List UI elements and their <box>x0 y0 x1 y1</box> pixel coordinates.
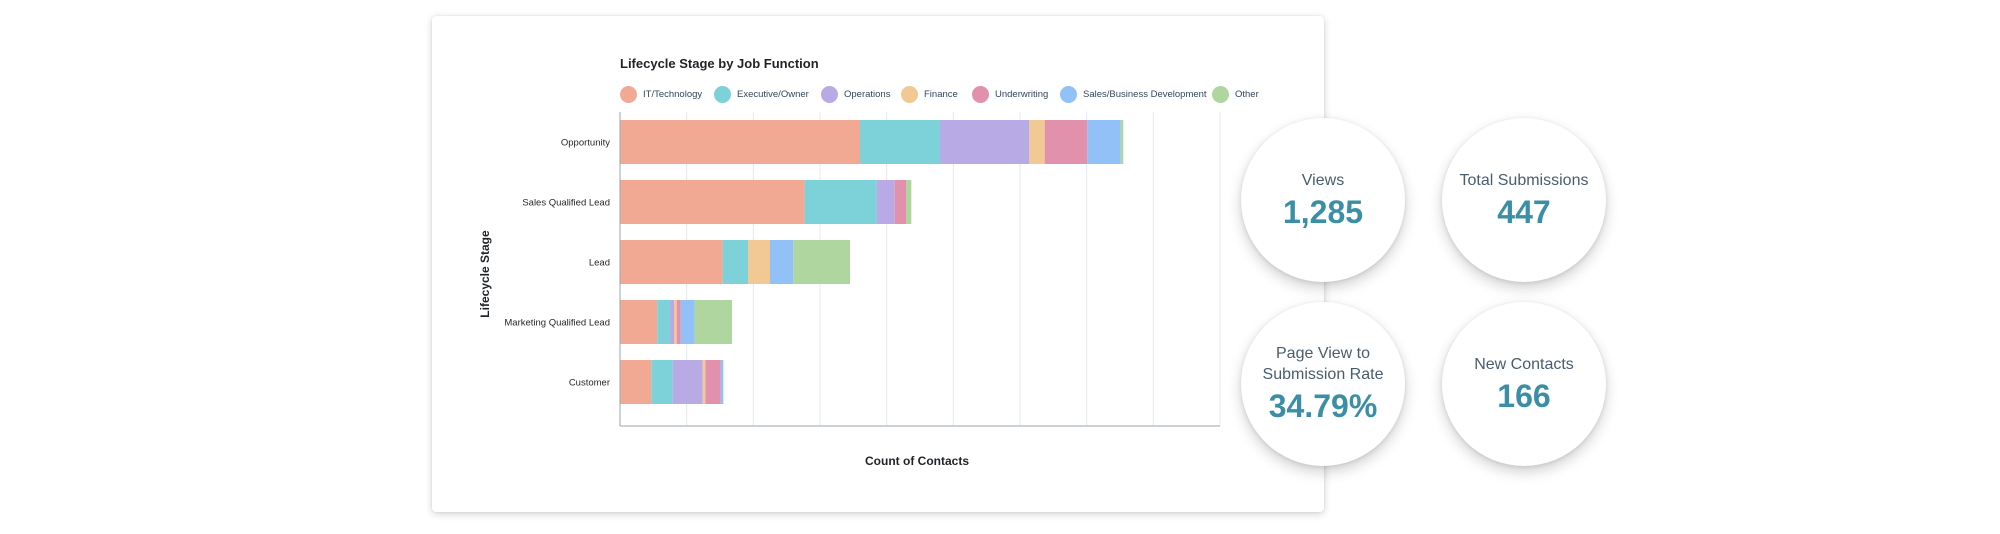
legend-item-sales-business-development[interactable]: Sales/Business Development <box>1060 84 1207 104</box>
chart-title: Lifecycle Stage by Job Function <box>620 56 819 71</box>
legend-swatch <box>901 85 918 103</box>
bar-segment[interactable] <box>694 300 732 344</box>
stat-value: 166 <box>1497 377 1551 414</box>
bar-segment[interactable] <box>1044 120 1088 164</box>
bar-segment[interactable] <box>620 120 860 164</box>
legend-label: Sales/Business Development <box>1083 88 1207 100</box>
bar-segment[interactable] <box>804 180 877 224</box>
bar-segment[interactable] <box>770 240 794 284</box>
bar-segment[interactable] <box>1087 120 1121 164</box>
bar-segment[interactable] <box>620 240 723 284</box>
legend-label: Operations <box>844 88 891 100</box>
bar-segment[interactable] <box>676 300 681 344</box>
bar-segment[interactable] <box>1029 120 1045 164</box>
legend-label: IT/Technology <box>643 88 703 100</box>
bar-segment[interactable] <box>940 120 1030 164</box>
report-card <box>432 16 1324 512</box>
bar-segment[interactable] <box>748 240 770 284</box>
legend-item-finance[interactable]: Finance <box>901 84 958 104</box>
legend-item-operations[interactable]: Operations <box>821 84 890 104</box>
bar-segment[interactable] <box>1120 120 1124 164</box>
x-axis-title: Count of Contacts <box>865 454 969 468</box>
legend-swatch <box>972 85 989 103</box>
bar-segment[interactable] <box>860 120 940 164</box>
legend-swatch <box>1212 85 1229 103</box>
legend-label: Underwriting <box>995 88 1049 100</box>
y-tick-label: Opportunity <box>561 138 610 149</box>
bar-segment[interactable] <box>620 180 805 224</box>
chart-legend: IT/Technology Executive/Owner Operations… <box>620 84 1340 104</box>
legend-label: Finance <box>924 88 958 100</box>
y-axis-title: Lifecycle Stage <box>478 230 492 318</box>
y-tick-label: Customer <box>569 378 610 389</box>
stat-value: 1,285 <box>1282 193 1364 230</box>
bar-segment[interactable] <box>894 180 906 224</box>
legend-item-other[interactable]: Other <box>1212 84 1259 104</box>
stat-views: Views 1,285 <box>1241 118 1405 282</box>
bar-segment[interactable] <box>720 360 724 404</box>
legend-item-it-technology[interactable]: IT/Technology <box>620 84 702 104</box>
legend-swatch <box>1060 85 1077 103</box>
bar-segment[interactable] <box>670 300 674 344</box>
bar-segment[interactable] <box>657 300 670 344</box>
stat-page-view-submission-rate: Page View to Submission Rate 34.79% <box>1241 302 1405 466</box>
legend-swatch <box>620 85 637 103</box>
stat-label: Page View to Submission Rate <box>1262 345 1384 383</box>
y-tick-label: Marketing Qualified Lead <box>504 318 610 329</box>
bar-segment[interactable] <box>876 180 895 224</box>
bar-segment[interactable] <box>620 360 652 404</box>
legend-swatch <box>714 85 731 103</box>
bar-segment[interactable] <box>702 360 706 404</box>
legend-item-underwriting[interactable]: Underwriting <box>972 84 1048 104</box>
legend-swatch <box>821 85 838 103</box>
legend-label: Executive/Owner <box>737 88 809 100</box>
bar-segment[interactable] <box>793 240 850 284</box>
stat-new-contacts: New Contacts 166 <box>1442 302 1606 466</box>
bar-segment[interactable] <box>705 360 721 404</box>
bar-segment[interactable] <box>672 360 703 404</box>
stat-label: Total Submissions <box>1459 171 1589 189</box>
stat-label: New Contacts <box>1474 355 1574 373</box>
y-tick-label: Sales Qualified Lead <box>522 198 610 209</box>
legend-label: Other <box>1235 88 1259 100</box>
stat-total-submissions: Total Submissions 447 <box>1442 118 1606 282</box>
legend-item-executive-owner[interactable]: Executive/Owner <box>714 84 809 104</box>
stat-value: 447 <box>1497 193 1551 230</box>
bar-segment[interactable] <box>651 360 673 404</box>
bar-segment[interactable] <box>680 300 695 344</box>
y-tick-label: Lead <box>589 258 610 269</box>
bar-segment[interactable] <box>620 300 658 344</box>
bar-segment[interactable] <box>906 180 912 224</box>
bar-segment[interactable] <box>674 300 677 344</box>
stat-value: 34.79% <box>1268 388 1378 424</box>
bar-segment[interactable] <box>722 240 748 284</box>
stat-label: Views <box>1301 171 1345 189</box>
